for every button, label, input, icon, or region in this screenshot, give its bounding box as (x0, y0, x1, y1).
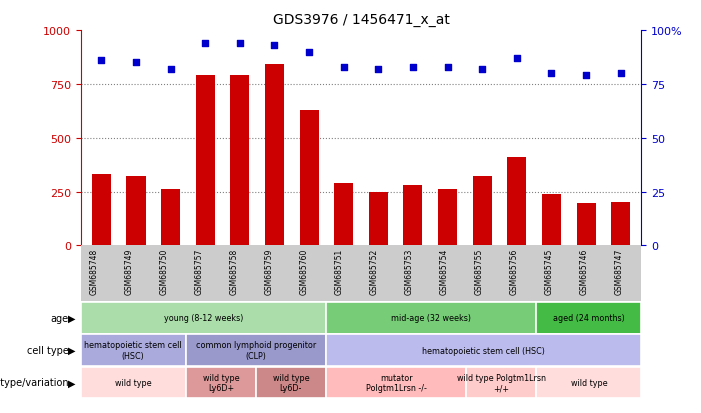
Text: ▶: ▶ (68, 313, 76, 323)
Point (234, 40, 245, 47)
Bar (126, 177, 146, 246)
Text: ▶: ▶ (68, 377, 76, 387)
Point (338, 64, 349, 71)
Text: GSM685749: GSM685749 (124, 248, 133, 294)
Bar (508, 158, 526, 246)
Point (477, 66, 488, 73)
Text: aged (24 months): aged (24 months) (553, 313, 625, 323)
Point (580, 73, 592, 79)
Text: wild type
Ly6D-: wild type Ly6D- (273, 373, 309, 392)
Text: GSM685758: GSM685758 (229, 248, 238, 294)
Text: ▶: ▶ (68, 345, 76, 355)
Text: wild type
Ly6D+: wild type Ly6D+ (203, 373, 239, 392)
Text: hematopoietic stem cell
(HSC): hematopoietic stem cell (HSC) (84, 341, 182, 360)
Text: GSM685755: GSM685755 (475, 248, 484, 294)
Text: GSM685751: GSM685751 (334, 248, 343, 294)
Text: GSM685747: GSM685747 (615, 248, 624, 294)
Point (407, 64, 418, 71)
Text: GSM685754: GSM685754 (440, 248, 449, 294)
Bar (403, 185, 423, 246)
Text: GSM685750: GSM685750 (159, 248, 168, 294)
Bar (576, 204, 596, 246)
Point (200, 40, 211, 47)
Text: GSM685756: GSM685756 (510, 248, 519, 294)
Bar (472, 177, 491, 246)
Point (130, 60, 142, 66)
Bar (369, 192, 388, 246)
Bar (334, 183, 353, 246)
Text: mid-age (32 weeks): mid-age (32 weeks) (391, 313, 471, 323)
Title: GDS3976 / 1456471_x_at: GDS3976 / 1456471_x_at (273, 13, 449, 27)
Bar (161, 190, 180, 246)
Text: cell type: cell type (27, 345, 69, 355)
Text: mutator
Polgtm1Lrsn -/-: mutator Polgtm1Lrsn -/- (366, 373, 426, 392)
Text: hematopoietic stem cell (HSC): hematopoietic stem cell (HSC) (422, 346, 545, 355)
Bar (265, 65, 284, 246)
Text: GSM685760: GSM685760 (299, 248, 308, 294)
Point (546, 71, 557, 77)
Text: GSM685759: GSM685759 (264, 248, 273, 294)
Bar (299, 110, 319, 246)
Bar (438, 190, 457, 246)
Point (269, 43, 280, 49)
Text: genotype/variation: genotype/variation (0, 377, 69, 387)
Point (615, 71, 626, 77)
Text: GSM685757: GSM685757 (194, 248, 203, 294)
Text: wild type Polgtm1Lrsn
+/+: wild type Polgtm1Lrsn +/+ (457, 373, 545, 392)
Bar (92, 175, 111, 246)
Text: GSM685748: GSM685748 (89, 248, 98, 294)
Point (511, 56, 522, 62)
Text: wild type: wild type (571, 378, 607, 387)
Bar (542, 194, 561, 246)
Text: GSM685745: GSM685745 (545, 248, 554, 294)
Point (165, 66, 176, 73)
Bar (611, 203, 630, 246)
Bar (231, 76, 250, 246)
Text: age: age (50, 313, 69, 323)
Point (304, 49, 315, 56)
Point (442, 64, 453, 71)
Point (373, 66, 384, 73)
Text: GSM685753: GSM685753 (404, 248, 414, 294)
Text: wild type: wild type (115, 378, 151, 387)
Text: GSM685746: GSM685746 (580, 248, 589, 294)
Text: young (8-12 weeks): young (8-12 weeks) (163, 313, 243, 323)
Text: GSM685752: GSM685752 (369, 248, 379, 294)
Point (96, 58, 107, 64)
Text: common lymphoid progenitor
(CLP): common lymphoid progenitor (CLP) (196, 341, 316, 360)
Bar (196, 76, 215, 246)
